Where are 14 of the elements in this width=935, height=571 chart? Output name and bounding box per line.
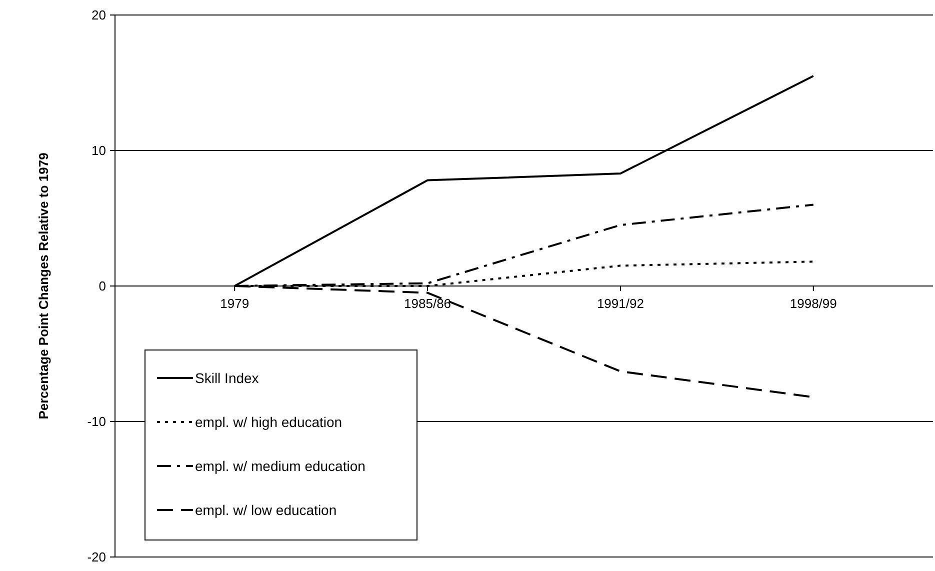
x-tick-label: 1979 — [220, 296, 250, 311]
y-tick-label: 10 — [92, 143, 106, 158]
y-tick-label: 0 — [98, 278, 106, 294]
y-axis-title: Percentage Point Changes Relative to 1979 — [36, 152, 51, 420]
legend-label: empl. w/ low education — [195, 502, 337, 518]
x-tick-label: 1998/99 — [790, 296, 837, 311]
y-tick-label: -10 — [87, 414, 106, 430]
y-tick-label: -20 — [87, 550, 106, 565]
x-tick-label: 1991/92 — [596, 296, 644, 311]
legend-label: empl. w/ high education — [195, 414, 342, 430]
legend-label: empl. w/ medium education — [195, 458, 366, 474]
legend-label: Skill Index — [195, 370, 259, 386]
y-tick-label: 20 — [92, 8, 106, 23]
x-tick-label: 1985/86 — [404, 296, 452, 311]
